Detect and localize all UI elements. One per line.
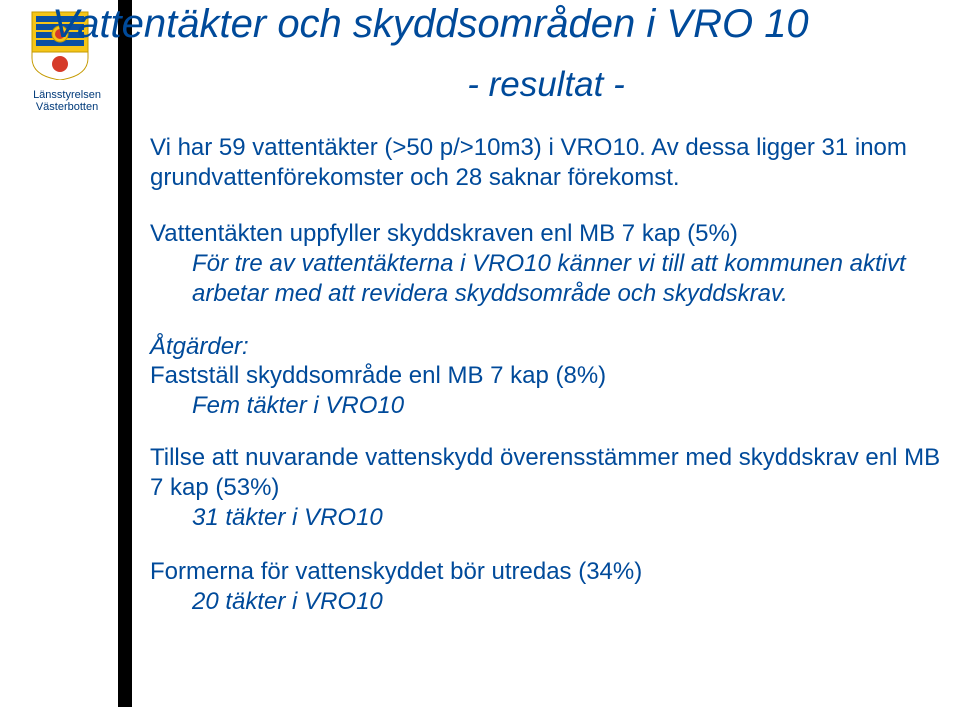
compliance-header: Vattentäkten uppfyller skyddskraven enl … — [150, 219, 942, 249]
compliance-body: För tre av vattentäkterna i VRO10 känner… — [150, 249, 942, 309]
intro-paragraph: Vi har 59 vattentäkter (>50 p/>10m3) i V… — [150, 133, 942, 193]
action1-body: Fem täkter i VRO10 — [150, 391, 942, 421]
slide-subtitle: - resultat - — [150, 65, 942, 105]
action2-body: 31 täkter i VRO10 — [150, 503, 942, 533]
actions-label: Åtgärder: — [150, 333, 942, 361]
vertical-divider-bar — [118, 0, 132, 707]
logo-org-name: Länsstyrelsen — [28, 89, 106, 101]
logo-region: Västerbotten — [28, 101, 106, 113]
action3-header: Formerna för vattenskyddet bör utredas (… — [150, 557, 942, 587]
action1-header: Fastställ skyddsområde enl MB 7 kap (8%) — [150, 361, 942, 391]
content-area: Vattentäkter och skyddsområden i VRO 10 … — [150, 0, 960, 617]
slide: Länsstyrelsen Västerbotten Vattentäkter … — [0, 0, 960, 707]
logo-text: Länsstyrelsen Västerbotten — [28, 89, 106, 113]
slide-title: Vattentäkter och skyddsområden i VRO 10 — [52, 2, 942, 47]
action2-header: Tillse att nuvarande vattenskydd överens… — [150, 443, 942, 503]
left-rail: Länsstyrelsen Västerbotten — [0, 0, 118, 707]
action3-body: 20 täkter i VRO10 — [150, 587, 942, 617]
